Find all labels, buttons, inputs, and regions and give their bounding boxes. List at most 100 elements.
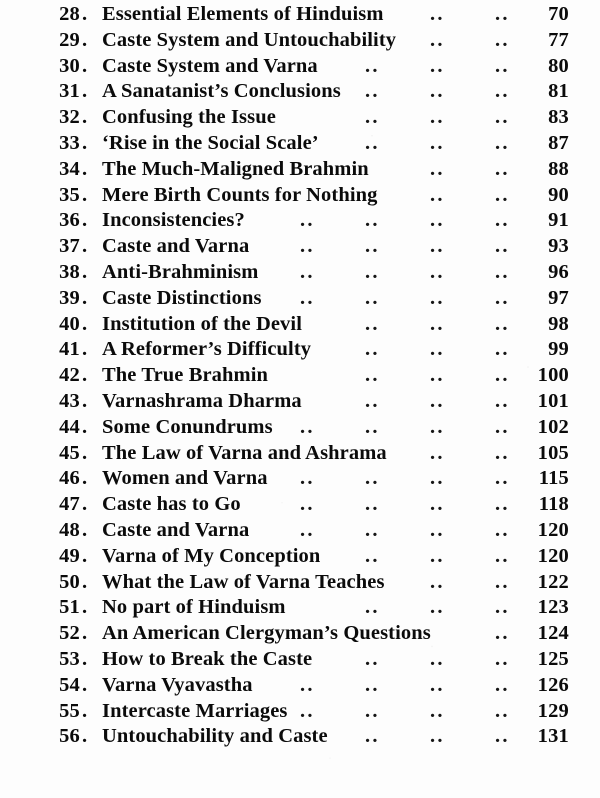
toc-entry-title: Institution of the Devil xyxy=(102,312,303,335)
toc-entry[interactable]: 50..... What the Law of Varna Teaches 122 xyxy=(0,570,600,596)
toc-entry[interactable]: 56....... Untouchability and Caste 131 xyxy=(0,724,600,750)
toc-entry[interactable]: 34..... The Much-Maligned Brahmin 88 xyxy=(0,157,600,183)
toc-leader-pair: .. xyxy=(430,389,445,412)
toc-leader-pair: .. xyxy=(300,467,315,490)
toc-entry-number: 46 xyxy=(59,467,80,490)
toc-leader-pair: .. xyxy=(365,467,380,490)
toc-entry-number-separator: . xyxy=(82,441,88,464)
toc-entry[interactable]: 43....... Varnashrama Dharma 101 xyxy=(0,389,600,415)
toc-dot-leaders: ...... xyxy=(102,312,570,338)
toc-entry[interactable]: 38......... Anti-Brahminism 96 xyxy=(0,260,600,286)
toc-leader-pair: .. xyxy=(365,647,380,670)
toc-entry-number-separator: . xyxy=(82,260,88,283)
toc-entry-number-separator: . xyxy=(82,183,88,206)
toc-entry-title: Varna Vyavastha xyxy=(102,673,253,696)
toc-entry-number: 33 xyxy=(59,131,80,154)
toc-entry-number: 55 xyxy=(59,699,80,722)
toc-leader-pair: .. xyxy=(365,544,380,567)
toc-leader-pair: .. xyxy=(365,415,380,438)
toc-entry[interactable]: 48......... Caste and Varna 120 xyxy=(0,518,600,544)
toc-entry-page-number: 80 xyxy=(548,54,569,77)
table-of-contents-list: 28..... Essential Elements of Hinduism 70 2… xyxy=(0,2,600,750)
toc-entry[interactable]: 51....... No part of Hinduism 123 xyxy=(0,595,600,621)
toc-entry-title: Inconsistencies? xyxy=(102,209,245,232)
toc-entry-page-number: 105 xyxy=(537,441,569,464)
toc-entry[interactable]: 32....... Confusing the Issue 83 xyxy=(0,105,600,131)
toc-entry-number-separator: . xyxy=(82,622,88,645)
toc-entry-number-separator: . xyxy=(82,3,88,25)
toc-leader-pair: .. xyxy=(365,493,380,516)
toc-entry[interactable]: 39......... Caste Distinctions 97 xyxy=(0,286,600,312)
toc-entry[interactable]: 33....... ‘Rise in the Social Scale’ 87 xyxy=(0,131,600,157)
toc-entry[interactable]: 44......... Some Conundrums 102 xyxy=(0,415,600,441)
toc-entry[interactable]: 46......... Women and Varna 115 xyxy=(0,466,600,492)
toc-entry-number-separator: . xyxy=(82,157,88,180)
toc-entry[interactable]: 54......... Varna Vyavastha 126 xyxy=(0,673,600,699)
toc-entry-number: 49 xyxy=(59,544,80,567)
toc-entry-title: Varna of My Conception xyxy=(102,544,321,567)
toc-entry[interactable]: 37......... Caste and Varna 93 xyxy=(0,234,600,260)
toc-entry-number-separator: . xyxy=(82,286,88,309)
toc-dot-leaders: ...... xyxy=(102,105,570,131)
toc-entry-title: Mere Birth Counts for Nothing xyxy=(102,183,378,206)
toc-leader-pair: .. xyxy=(495,312,510,335)
toc-entry-page-number: 90 xyxy=(548,183,569,206)
toc-entry[interactable]: 30....... Caste System and Varna 80 xyxy=(0,54,600,80)
toc-entry-number-separator: . xyxy=(82,467,88,490)
toc-dot-leaders: ...... xyxy=(102,544,570,570)
toc-entry-number: 38 xyxy=(59,260,80,283)
toc-dot-leaders: ...... xyxy=(102,363,570,389)
toc-leader-pair: .. xyxy=(365,389,380,412)
toc-leader-pair: .. xyxy=(495,80,510,103)
toc-entry[interactable]: 40....... Institution of the Devil 98 xyxy=(0,312,600,338)
toc-leader-pair: .. xyxy=(300,699,315,722)
toc-leader-pair: .. xyxy=(365,235,380,258)
toc-dot-leaders: ...... xyxy=(102,54,570,80)
toc-entry-number-separator: . xyxy=(82,106,88,129)
toc-leader-pair: .. xyxy=(430,260,445,283)
toc-entry-page-number: 101 xyxy=(537,389,569,412)
toc-entry[interactable]: 45..... The Law of Varna and Ashrama 105 xyxy=(0,441,600,467)
toc-entry[interactable]: 42....... The True Brahmin 100 xyxy=(0,363,600,389)
toc-dot-leaders: ........ xyxy=(102,673,570,699)
toc-entry-title: How to Break the Caste xyxy=(102,647,313,670)
toc-entry-title: What the Law of Varna Teaches xyxy=(102,570,385,593)
toc-entry-page-number: 129 xyxy=(537,699,569,722)
toc-entry-page-number: 91 xyxy=(548,209,569,232)
toc-entry[interactable]: 52... An American Clergyman’s Questions 12… xyxy=(0,621,600,647)
toc-dot-leaders: .... xyxy=(102,570,570,596)
toc-entry-number: 43 xyxy=(59,389,80,412)
toc-entry-number: 51 xyxy=(59,596,80,619)
toc-leader-pair: .. xyxy=(495,286,510,309)
toc-entry-page-number: 87 xyxy=(548,131,569,154)
toc-entry[interactable]: 36......... Inconsistencies? 91 xyxy=(0,208,600,234)
toc-leader-pair: .. xyxy=(495,699,510,722)
toc-entry[interactable]: 41....... A Reformer’s Difficulty 99 xyxy=(0,337,600,363)
toc-leader-pair: .. xyxy=(430,80,445,103)
toc-leader-pair: .. xyxy=(495,544,510,567)
toc-entry-number: 32 xyxy=(59,106,80,129)
toc-entry[interactable]: 29..... Caste System and Untouchability 77 xyxy=(0,28,600,54)
toc-entry[interactable]: 49....... Varna of My Conception 120 xyxy=(0,544,600,570)
toc-entry-title: An American Clergyman’s Questions xyxy=(102,622,431,645)
toc-entry-number: 28 xyxy=(59,3,80,25)
toc-leader-pair: .. xyxy=(430,699,445,722)
toc-entry[interactable]: 53....... How to Break the Caste 125 xyxy=(0,647,600,673)
toc-entry-page-number: 88 xyxy=(548,157,569,180)
toc-entry[interactable]: 35..... Mere Birth Counts for Nothing 90 xyxy=(0,183,600,209)
toc-entry[interactable]: 28..... Essential Elements of Hinduism 70 xyxy=(0,2,600,28)
toc-leader-pair: .. xyxy=(430,54,445,77)
toc-entry[interactable]: 47......... Caste has to Go 118 xyxy=(0,492,600,518)
toc-entry-title: A Sanatanist’s Conclusions xyxy=(102,80,341,103)
toc-entry-page-number: 102 xyxy=(537,415,569,438)
toc-leader-pair: .. xyxy=(495,622,510,645)
toc-entry[interactable]: 31....... A Sanatanist’s Conclusions 81 xyxy=(0,79,600,105)
toc-dot-leaders: .... xyxy=(102,157,570,183)
toc-leader-pair: .. xyxy=(495,209,510,232)
toc-entry[interactable]: 55......... Intercaste Marriages 129 xyxy=(0,699,600,725)
toc-leader-pair: .. xyxy=(495,570,510,593)
toc-entry-number-separator: . xyxy=(82,312,88,335)
toc-entry-number: 54 xyxy=(59,673,80,696)
toc-leader-pair: .. xyxy=(300,493,315,516)
